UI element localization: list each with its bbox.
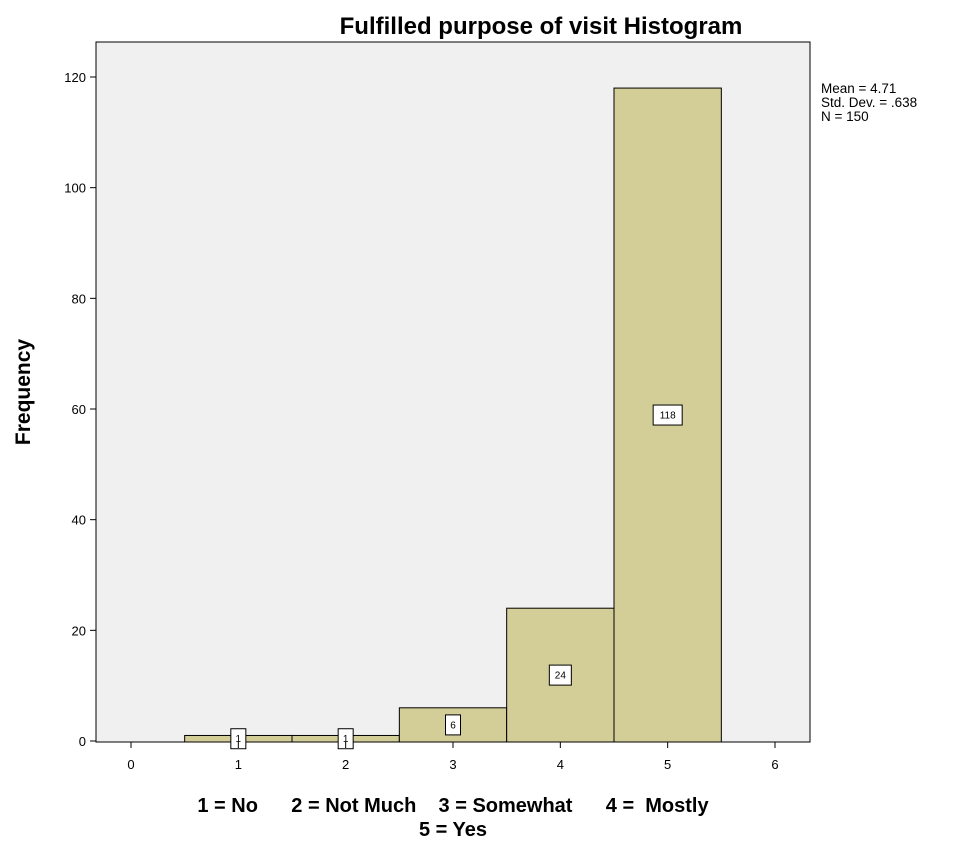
x-tick-label: 6 [771, 757, 778, 772]
x-tick-label: 5 [664, 757, 671, 772]
y-tick-label: 100 [64, 181, 86, 196]
x-axis: 0 1 2 3 4 5 6 [127, 742, 779, 772]
y-axis-label: Frequency [12, 339, 35, 446]
x-axis-label-line1: 1 = No 2 = Not Much 3 = Somewhat 4 = Mos… [197, 795, 709, 817]
stat-std-dev: Std. Dev. = .638 [821, 95, 917, 110]
y-axis: 0 20 40 60 80 100 120 [64, 70, 96, 749]
y-tick-label: 60 [72, 402, 86, 417]
data-label-3: 6 [450, 720, 456, 731]
y-tick-label: 40 [72, 513, 86, 528]
x-tick-label: 3 [449, 757, 456, 772]
x-tick-label: 4 [557, 757, 564, 772]
data-label-box-4 [548, 664, 572, 686]
data-label-box-1 [230, 728, 247, 750]
data-label-box-2 [337, 728, 354, 750]
data-labels-group: 1 1 6 24 118 [230, 404, 683, 750]
data-label-1: 1 [236, 734, 242, 745]
stat-n: N = 150 [821, 109, 869, 124]
data-label-4: 24 [555, 671, 567, 682]
y-tick-label: 80 [72, 291, 86, 306]
y-tick-label: 0 [79, 734, 86, 749]
y-tick-label: 120 [64, 70, 86, 85]
y-tick-label: 20 [72, 623, 86, 638]
x-tick-label: 0 [127, 757, 134, 772]
data-label-box-3 [445, 714, 461, 736]
x-tick-label: 2 [342, 757, 349, 772]
data-label-2: 1 [343, 734, 349, 745]
x-axis-label-line2: 5 = Yes [419, 819, 487, 841]
stat-mean: Mean = 4.71 [821, 81, 896, 96]
x-tick-label: 1 [235, 757, 242, 772]
chart-title: Fulfilled purpose of visit Histogram [340, 13, 743, 40]
data-label-5: 118 [660, 411, 676, 422]
data-label-box-5 [652, 404, 683, 426]
